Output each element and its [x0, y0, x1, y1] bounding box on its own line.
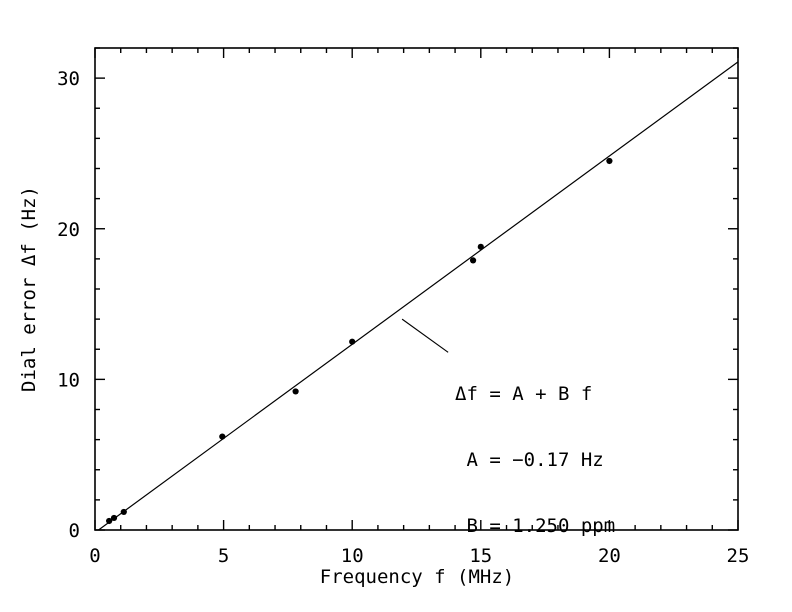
x-tick-label: 15: [469, 545, 492, 567]
annotation-leader-line: [401, 318, 449, 353]
y-tick-label: 30: [57, 68, 80, 90]
x-tick-label: 10: [341, 545, 364, 567]
y-tick-label: 0: [69, 520, 80, 542]
data-point: [292, 388, 299, 395]
y-tick-label: 20: [57, 219, 80, 241]
data-point: [469, 257, 477, 264]
y-axis-label: Dial error Δf (Hz): [18, 186, 40, 392]
fit-line: [98, 61, 739, 531]
x-tick-label: 0: [89, 545, 100, 567]
fit-equation-line: Δf = A + B f: [455, 383, 593, 405]
axes-frame: [94, 47, 739, 531]
data-point: [106, 517, 113, 525]
data-point: [120, 508, 127, 516]
data-point: [606, 157, 613, 165]
x-tick-label: 5: [218, 545, 229, 567]
x-tick-label: 25: [727, 545, 750, 567]
data-point: [110, 514, 118, 522]
x-tick-label: 20: [598, 545, 621, 567]
fit-annotation: Δf = A + B f A = −0.17 Hz B = 1.250 ppm: [455, 339, 615, 581]
data-point: [477, 243, 484, 250]
x-axis-label: Frequency f (MHz): [319, 566, 515, 588]
fit-slope-line: B = 1.250 ppm: [455, 515, 616, 537]
y-tick-label: 10: [57, 369, 80, 391]
data-point: [219, 433, 226, 440]
data-point: [349, 338, 356, 345]
fit-intercept-line: A = −0.17 Hz: [455, 449, 604, 471]
